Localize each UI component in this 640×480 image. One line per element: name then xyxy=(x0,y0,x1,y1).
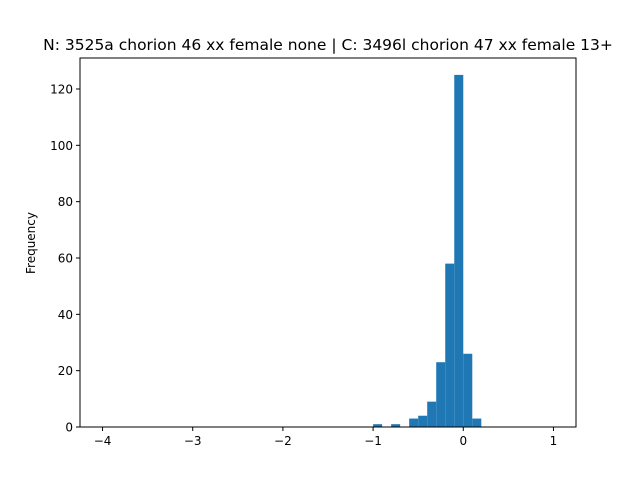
histogram-bar-8 xyxy=(463,353,473,427)
histogram-bar-0 xyxy=(373,424,383,427)
y-tick-label-5: 100 xyxy=(50,139,73,153)
histogram-bar-2 xyxy=(409,418,419,427)
histogram-bar-9 xyxy=(472,418,482,427)
x-tick-label-3: −1 xyxy=(364,434,382,448)
y-tick-label-3: 60 xyxy=(58,251,73,265)
y-tick-label-0: 0 xyxy=(65,421,73,435)
y-tick-label-6: 120 xyxy=(50,82,73,96)
y-tick-label-1: 20 xyxy=(58,364,73,378)
histogram-bar-5 xyxy=(436,362,446,427)
chart-title: N: 3525a chorion 46 xx female none | C: … xyxy=(43,36,613,54)
x-tick-label-1: −3 xyxy=(184,434,202,448)
x-axis-ticks: −4 −3 −2 −1 0 1 xyxy=(94,427,558,448)
axes-frame xyxy=(79,57,577,428)
x-tick-label-2: −2 xyxy=(274,434,292,448)
histogram-bar-7 xyxy=(454,74,464,428)
y-axis-ticks: 0 20 40 60 80 100 120 xyxy=(50,82,80,435)
bars-group xyxy=(373,74,482,428)
x-tick-label-4: 0 xyxy=(459,434,467,448)
histogram-bar-4 xyxy=(427,401,437,427)
histogram-bar-1 xyxy=(391,424,401,427)
y-tick-label-4: 80 xyxy=(58,195,73,209)
y-axis-label: Frequency xyxy=(24,212,38,274)
x-tick-label-5: 1 xyxy=(550,434,558,448)
histogram-bar-3 xyxy=(418,415,428,427)
y-tick-label-2: 40 xyxy=(58,308,73,322)
histogram-bar-6 xyxy=(445,263,455,427)
x-tick-label-0: −4 xyxy=(94,434,112,448)
